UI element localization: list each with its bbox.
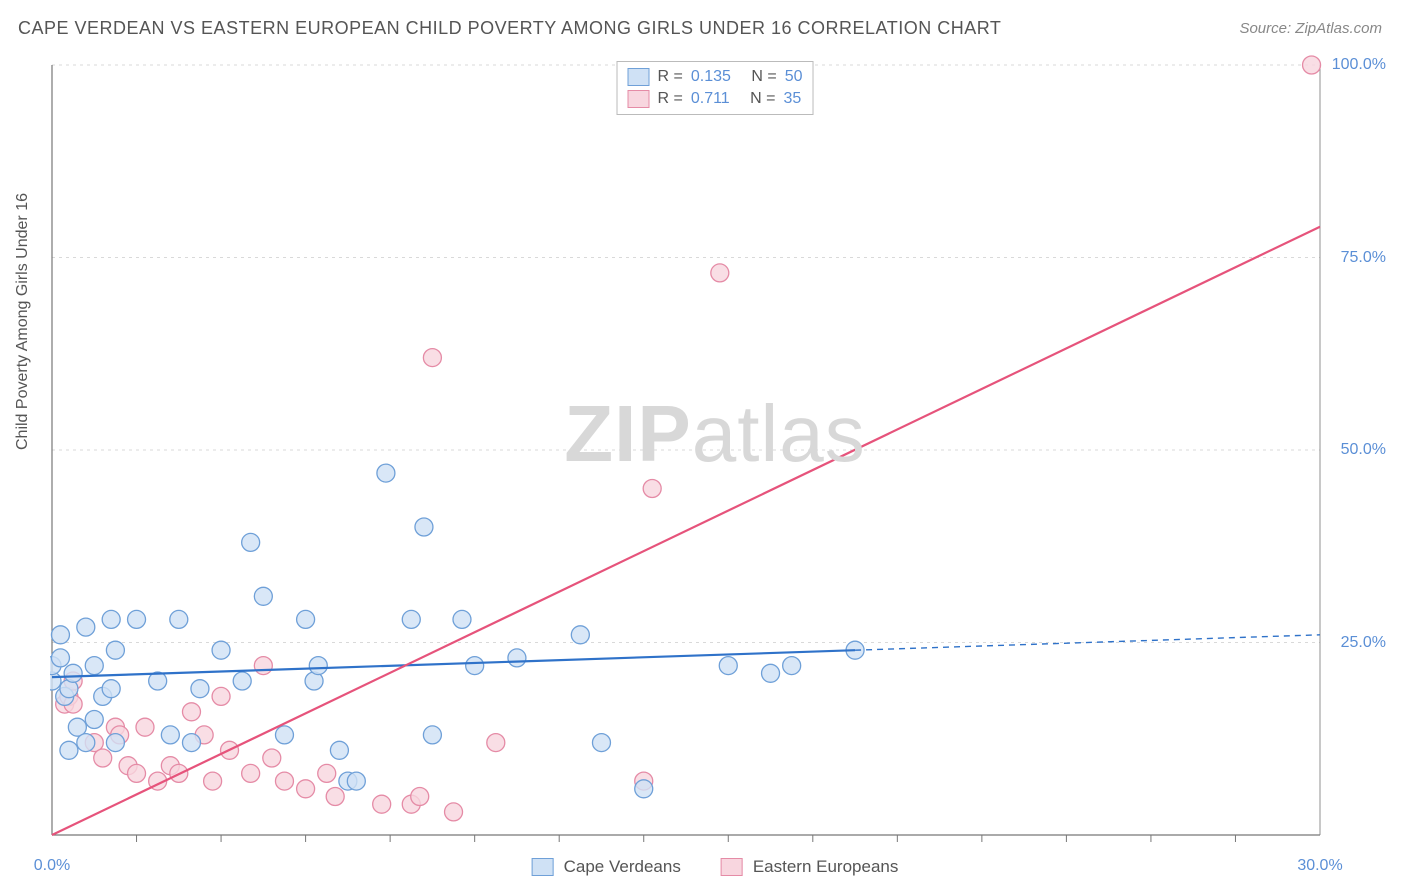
legend-label-series2: Eastern Europeans <box>753 857 899 877</box>
n-value-series1: 50 <box>785 68 803 86</box>
n-label: N = <box>751 68 776 86</box>
legend-label-series1: Cape Verdeans <box>564 857 681 877</box>
y-tick-label: 50.0% <box>1341 441 1386 459</box>
n-label: N = <box>750 90 775 108</box>
y-tick-label: 100.0% <box>1332 56 1386 74</box>
y-axis-label: Child Poverty Among Girls Under 16 <box>14 193 32 450</box>
chart-canvas <box>50 55 1380 845</box>
y-tick-label: 25.0% <box>1341 634 1386 652</box>
swatch-series2-bottom <box>721 858 743 876</box>
n-value-series2: 35 <box>784 90 802 108</box>
swatch-series1-bottom <box>532 858 554 876</box>
r-label: R = <box>658 90 683 108</box>
source-attribution: Source: ZipAtlas.com <box>1239 20 1382 37</box>
stats-legend: R = 0.135 N = 50 R = 0.711 N = 35 <box>617 61 814 115</box>
r-value-series2: 0.711 <box>691 90 730 108</box>
swatch-series1 <box>628 68 650 86</box>
x-tick-label: 30.0% <box>1297 857 1342 875</box>
stats-row-series1: R = 0.135 N = 50 <box>628 66 803 88</box>
legend-item-series1: Cape Verdeans <box>532 857 681 877</box>
y-tick-label: 75.0% <box>1341 249 1386 267</box>
chart-title: CAPE VERDEAN VS EASTERN EUROPEAN CHILD P… <box>18 18 1001 39</box>
legend-item-series2: Eastern Europeans <box>721 857 899 877</box>
swatch-series2 <box>628 90 650 108</box>
scatter-plot: ZIPatlas R = 0.135 N = 50 R = 0.711 N = … <box>50 55 1380 845</box>
x-tick-label: 0.0% <box>34 857 70 875</box>
r-value-series1: 0.135 <box>691 68 731 86</box>
bottom-legend: Cape Verdeans Eastern Europeans <box>532 857 899 877</box>
r-label: R = <box>658 68 683 86</box>
stats-row-series2: R = 0.711 N = 35 <box>628 88 803 110</box>
